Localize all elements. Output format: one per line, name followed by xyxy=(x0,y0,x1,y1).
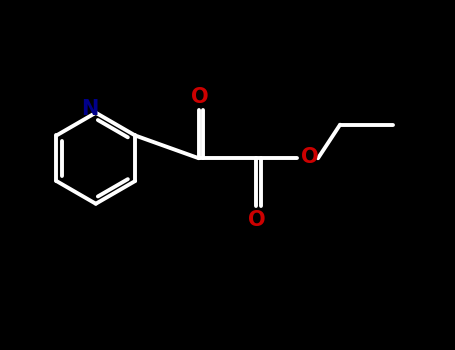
Text: O: O xyxy=(301,147,318,167)
Text: O: O xyxy=(248,210,266,231)
Text: O: O xyxy=(191,87,208,107)
Text: N: N xyxy=(81,99,99,119)
